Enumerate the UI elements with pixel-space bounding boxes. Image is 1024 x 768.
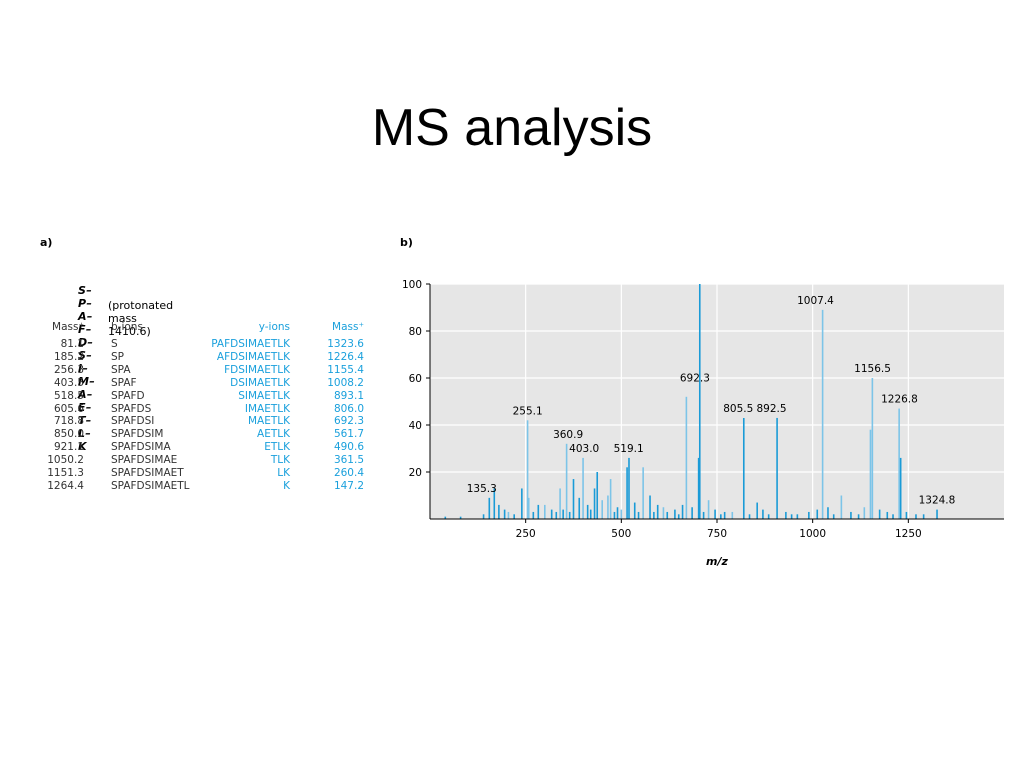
b-mass-cell: 850.0 xyxy=(53,428,84,441)
y-tick-label: 80 xyxy=(409,326,422,338)
y-tick-label: 100 xyxy=(402,279,422,291)
peak-label: 135.3 xyxy=(467,483,497,495)
peptide-sequence: S–P–A–F–D–S–I–M–A–E–T–L–K xyxy=(78,284,96,453)
peak-label: 360.9 xyxy=(553,429,583,441)
table-row: 1264.4 SPAFDSIMAETL K 147.2 xyxy=(40,480,366,493)
table-row: 403.5 SPAF DSIMAETLK 1008.2 xyxy=(40,377,366,390)
x-tick-label: 750 xyxy=(707,528,727,540)
b-ion-cell: SP xyxy=(111,350,124,363)
b-ion-cell: SPAFDSIMAE xyxy=(111,454,178,467)
peak-label: 805.5 xyxy=(723,403,753,415)
y-ion-cell: TLK xyxy=(270,454,290,467)
y-mass-cell: 692.3 xyxy=(333,415,364,428)
table-row: 81.1 S PAFDSIMAETLK 1323.6 xyxy=(40,338,366,351)
table-row: 850.0 SPAFDSIM AETLK 561.7 xyxy=(40,428,366,441)
b-mass-cell: 256.3 xyxy=(53,363,84,376)
x-axis-label: m/z xyxy=(706,555,728,568)
ms-spectrum-chart: 20 40 60 80 100 250 500 750 1000 1250 135.3 255.1 36… xyxy=(402,279,1004,568)
y-mass-cell: 1155.4 xyxy=(327,363,364,376)
y-ion-cell: FDSIMAETLK xyxy=(224,363,290,376)
peak-label: 519.1 xyxy=(614,443,644,455)
header-b-ions: b-ions xyxy=(111,321,143,333)
b-ion-cell: SPAFD xyxy=(111,389,145,402)
protonated-mass: (protonated mass 1410.6) xyxy=(108,299,174,338)
b-ion-cell: SPAFDS xyxy=(111,402,152,415)
table-row: 921.1 SPAFDSIMA ETLK 490.6 xyxy=(40,441,366,454)
peak-label: 1324.8 xyxy=(919,495,956,507)
x-tick-label: 1000 xyxy=(799,528,826,540)
y-ion-cell: K xyxy=(283,479,290,492)
y-mass-cell: 1323.6 xyxy=(327,338,364,350)
y-ion-cell: MAETLK xyxy=(247,415,290,428)
table-row: 1151.3 SPAFDSIMAET LK 260.4 xyxy=(40,467,366,480)
peak-label: 692.3 xyxy=(680,372,710,384)
b-ion-cell: SPA xyxy=(111,363,131,376)
panel-a-label: a) xyxy=(40,236,53,249)
b-mass-cell: 518.5 xyxy=(53,389,84,402)
y-mass-cell: 260.4 xyxy=(333,467,364,480)
b-mass-cell: 605.6 xyxy=(53,402,84,415)
b-mass-cell: 1264.4 xyxy=(47,479,84,492)
ion-table-header: Mass⁺ b-ions y-ions Mass⁺ xyxy=(40,320,366,338)
header-b-mass: Mass⁺ xyxy=(52,321,84,333)
y-ion-cell: LK xyxy=(277,467,290,480)
header-y-ions: y-ions xyxy=(258,321,290,333)
b-mass-cell: 185.2 xyxy=(53,350,84,363)
y-mass-cell: 1226.4 xyxy=(327,350,364,363)
y-ion-cell: SIMAETLK xyxy=(238,389,290,402)
b-mass-cell: 921.1 xyxy=(53,441,84,454)
table-row: 1050.2 SPAFDSIMAE TLK 361.5 xyxy=(40,454,366,467)
y-ion-cell: DSIMAETLK xyxy=(230,376,290,389)
b-ion-cell: SPAFDSIM xyxy=(111,428,164,441)
b-ion-cell: SPAFDSI xyxy=(111,415,155,428)
y-ion-cell: AETLK xyxy=(257,428,290,441)
y-mass-cell: 561.7 xyxy=(333,428,364,441)
b-ion-cell: SPAFDSIMA xyxy=(111,441,171,454)
y-mass-cell: 490.6 xyxy=(333,441,364,454)
y-ion-cell: AFDSIMAETLK xyxy=(216,350,290,363)
b-mass-cell: 1151.3 xyxy=(47,467,84,480)
table-row: 518.5 SPAFD SIMAETLK 893.1 xyxy=(40,390,366,403)
ion-table-body: 81.1 S PAFDSIMAETLK 1323.6 185.2 SP AFDSIMAETL… xyxy=(40,338,366,493)
y-tick-label: 40 xyxy=(409,420,422,432)
table-row: 185.2 SP AFDSIMAETLK 1226.4 xyxy=(40,351,366,364)
peak-label: 1226.8 xyxy=(881,394,918,406)
table-row: 718.8 SPAFDSI MAETLK 692.3 xyxy=(40,415,366,428)
b-mass-cell: 81.1 xyxy=(60,338,84,350)
x-tick-label: 250 xyxy=(516,528,536,540)
peak-label: 403.0 xyxy=(569,443,599,455)
peak-label: 1156.5 xyxy=(854,363,891,375)
b-ion-cell: SPAF xyxy=(111,376,137,389)
y-tick-label: 60 xyxy=(409,373,422,385)
peak-label: 255.1 xyxy=(513,405,543,417)
b-mass-cell: 403.5 xyxy=(53,376,84,389)
y-mass-cell: 361.5 xyxy=(333,454,364,467)
peak-label: 1007.4 xyxy=(797,295,834,307)
y-ion-cell: IMAETLK xyxy=(244,402,290,415)
x-tick-label: 1250 xyxy=(895,528,922,540)
header-y-mass: Mass⁺ xyxy=(332,321,364,333)
b-mass-cell: 718.8 xyxy=(53,415,84,428)
y-ion-cell: ETLK xyxy=(264,441,290,454)
b-mass-cell: 1050.2 xyxy=(47,454,84,467)
table-row: 605.6 SPAFDS IMAETLK 806.0 xyxy=(40,403,366,416)
table-row: 256.3 SPA FDSIMAETLK 1155.4 xyxy=(40,364,366,377)
b-ion-cell: SPAFDSIMAETL xyxy=(111,479,190,492)
b-ion-cell: S xyxy=(111,338,118,350)
ion-table: Mass⁺ b-ions y-ions Mass⁺ 81.1 S PAFDSIMAE… xyxy=(40,320,366,493)
x-tick-label: 500 xyxy=(611,528,631,540)
y-mass-cell: 893.1 xyxy=(333,389,364,402)
y-mass-cell: 147.2 xyxy=(333,479,364,492)
y-mass-cell: 1008.2 xyxy=(327,376,364,389)
slide-title: MS analysis xyxy=(371,99,653,157)
peak-label: 892.5 xyxy=(756,403,786,415)
b-ion-cell: SPAFDSIMAET xyxy=(111,467,184,480)
y-mass-cell: 806.0 xyxy=(333,402,364,415)
y-tick-label: 20 xyxy=(409,467,422,479)
panel-b-label: b) xyxy=(400,236,413,249)
y-ion-cell: PAFDSIMAETLK xyxy=(211,338,290,350)
